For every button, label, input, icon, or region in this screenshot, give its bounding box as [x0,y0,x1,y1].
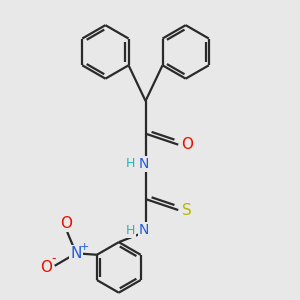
Text: O: O [40,260,52,275]
Text: O: O [60,216,72,231]
Text: N: N [139,157,149,171]
Text: N: N [139,223,149,237]
Text: H: H [125,224,135,237]
Text: S: S [182,202,192,217]
Text: -: - [52,252,56,265]
Text: +: + [80,242,89,252]
Text: N: N [70,246,82,261]
Text: H: H [125,158,135,170]
Text: O: O [181,137,193,152]
